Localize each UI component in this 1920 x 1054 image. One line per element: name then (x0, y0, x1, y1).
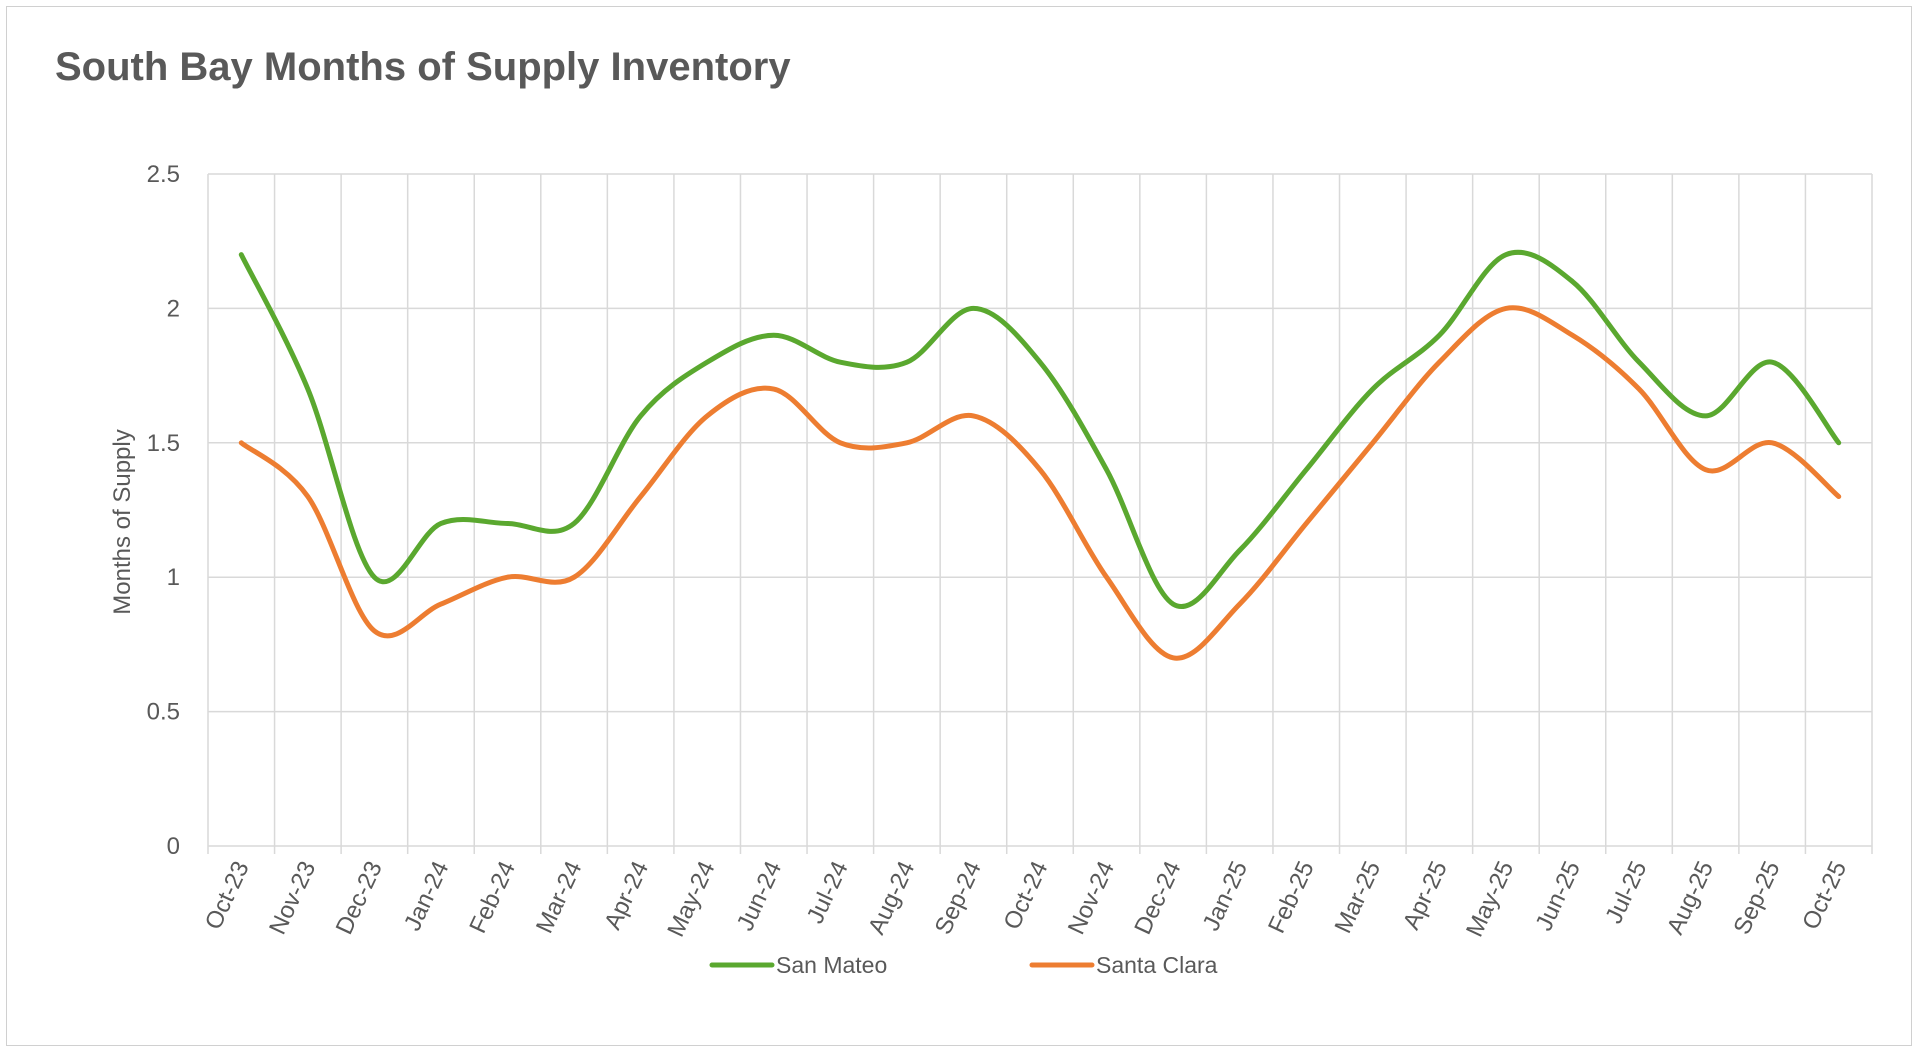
data-point-san-mateo (305, 387, 310, 392)
data-point-san-mateo (1836, 440, 1841, 445)
x-tick-label: Jun-24 (732, 857, 787, 935)
x-tick-label: Dec-23 (331, 857, 388, 939)
legend-label-santa-clara: Santa Clara (1096, 952, 1218, 978)
data-point-santa-clara (1304, 521, 1309, 526)
series (238, 249, 1842, 661)
data-point-san-mateo (1503, 252, 1508, 257)
data-point-santa-clara (1104, 575, 1109, 580)
grid (207, 173, 1873, 854)
data-point-santa-clara (1570, 333, 1575, 338)
y-tick-label: 1.5 (147, 430, 180, 457)
data-point-san-mateo (838, 360, 843, 365)
data-point-san-mateo (1237, 548, 1242, 553)
data-point-san-mateo (904, 360, 909, 365)
data-point-san-mateo (572, 521, 577, 526)
data-point-santa-clara (705, 413, 710, 418)
data-point-san-mateo (1637, 360, 1642, 365)
data-point-santa-clara (1770, 440, 1775, 445)
data-point-san-mateo (1570, 279, 1575, 284)
x-tick-label: Nov-24 (1063, 857, 1120, 939)
data-point-san-mateo (505, 521, 510, 526)
data-point-santa-clara (1171, 655, 1176, 660)
data-point-san-mateo (771, 333, 776, 338)
x-tick-label: Jul-24 (802, 857, 854, 928)
x-tick-label: Oct-24 (999, 857, 1054, 934)
data-point-santa-clara (505, 575, 510, 580)
data-point-santa-clara (638, 494, 643, 499)
data-point-santa-clara (572, 575, 577, 580)
x-tick-label: Aug-24 (863, 857, 920, 939)
x-tick-label: Nov-23 (264, 857, 321, 939)
data-point-santa-clara (305, 494, 310, 499)
y-tick-label: 2.5 (147, 161, 180, 188)
data-point-san-mateo (1703, 413, 1708, 418)
x-tick-label: Aug-25 (1662, 857, 1719, 939)
data-point-san-mateo (372, 575, 377, 580)
x-tick-label: Feb-24 (464, 857, 521, 937)
data-point-san-mateo (1038, 360, 1043, 365)
x-tick-label: Oct-25 (1797, 857, 1852, 934)
x-tick-label: Apr-24 (599, 857, 654, 934)
x-tick-label: Jun-25 (1530, 857, 1585, 935)
data-point-santa-clara (838, 440, 843, 445)
data-point-san-mateo (1770, 360, 1775, 365)
data-point-san-mateo (438, 521, 443, 526)
x-tick-label: Feb-25 (1263, 857, 1320, 937)
data-point-san-mateo (1370, 387, 1375, 392)
x-tick-label: Jan-25 (1198, 857, 1253, 935)
x-tick-label: Sep-25 (1728, 857, 1785, 939)
data-point-santa-clara (1637, 387, 1642, 392)
data-point-santa-clara (904, 440, 909, 445)
data-point-san-mateo (705, 360, 710, 365)
data-point-santa-clara (1703, 467, 1708, 472)
y-tick-label: 0.5 (147, 699, 180, 726)
legend: San Mateo Santa Clara (709, 952, 1218, 978)
x-tick-label: Jul-25 (1600, 857, 1652, 928)
x-tick-label: May-24 (662, 857, 720, 941)
data-point-santa-clara (1437, 360, 1442, 365)
data-point-santa-clara (971, 413, 976, 418)
data-point-santa-clara (438, 602, 443, 607)
y-tick-label: 2 (167, 295, 180, 322)
data-point-san-mateo (1304, 467, 1309, 472)
legend-label-san-mateo: San Mateo (776, 952, 887, 978)
series-line-san-mateo (238, 249, 1842, 609)
x-tick-label: Mar-25 (1330, 857, 1387, 937)
data-point-santa-clara (1038, 467, 1043, 472)
data-point-santa-clara (239, 440, 244, 445)
y-tick-label: 0 (167, 833, 180, 860)
data-point-santa-clara (372, 628, 377, 633)
data-point-san-mateo (638, 413, 643, 418)
series-line-santa-clara (238, 305, 1842, 661)
data-point-santa-clara (771, 387, 776, 392)
data-point-san-mateo (1104, 467, 1109, 472)
data-point-san-mateo (971, 306, 976, 311)
x-tick-label: Apr-25 (1398, 857, 1453, 934)
data-point-santa-clara (1370, 440, 1375, 445)
x-axis: Oct-23 Nov-23 Dec-23 Jan-24 Feb-24 Mar-24 Apr-… (200, 857, 1852, 941)
x-tick-label: Dec-24 (1129, 857, 1186, 939)
x-tick-label: May-25 (1461, 857, 1519, 941)
data-point-san-mateo (239, 252, 244, 257)
data-point-santa-clara (1836, 494, 1841, 499)
data-point-santa-clara (1503, 306, 1508, 311)
x-tick-label: Mar-24 (531, 857, 588, 937)
y-axis: 0 0.5 1 1.5 2 2.5 (147, 161, 180, 860)
x-tick-label: Oct-23 (200, 857, 255, 934)
x-tick-label: Sep-24 (930, 857, 987, 939)
data-point-santa-clara (1237, 602, 1242, 607)
y-tick-label: 1 (167, 564, 180, 591)
chart-title: South Bay Months of Supply Inventory (55, 45, 791, 89)
data-point-san-mateo (1171, 602, 1176, 607)
x-tick-label: Jan-24 (399, 857, 454, 935)
data-point-san-mateo (1437, 333, 1442, 338)
y-axis-title: Months of Supply (109, 429, 136, 614)
